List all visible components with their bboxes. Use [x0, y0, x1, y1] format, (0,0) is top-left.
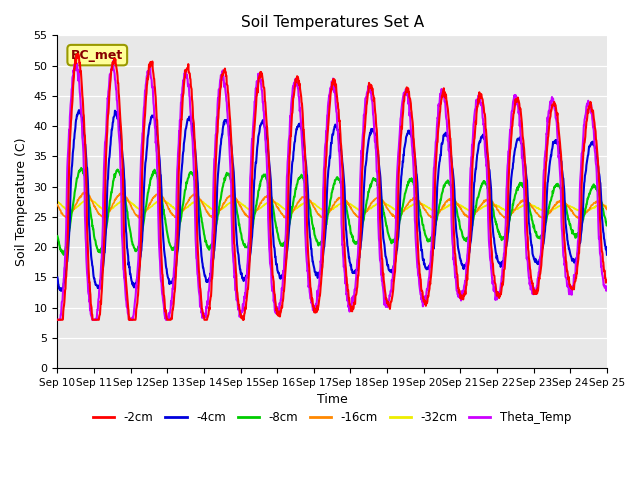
X-axis label: Time: Time	[317, 394, 348, 407]
Y-axis label: Soil Temperature (C): Soil Temperature (C)	[15, 137, 28, 266]
Legend: -2cm, -4cm, -8cm, -16cm, -32cm, Theta_Temp: -2cm, -4cm, -8cm, -16cm, -32cm, Theta_Te…	[88, 407, 576, 429]
Title: Soil Temperatures Set A: Soil Temperatures Set A	[241, 15, 424, 30]
Text: BC_met: BC_met	[71, 48, 124, 61]
